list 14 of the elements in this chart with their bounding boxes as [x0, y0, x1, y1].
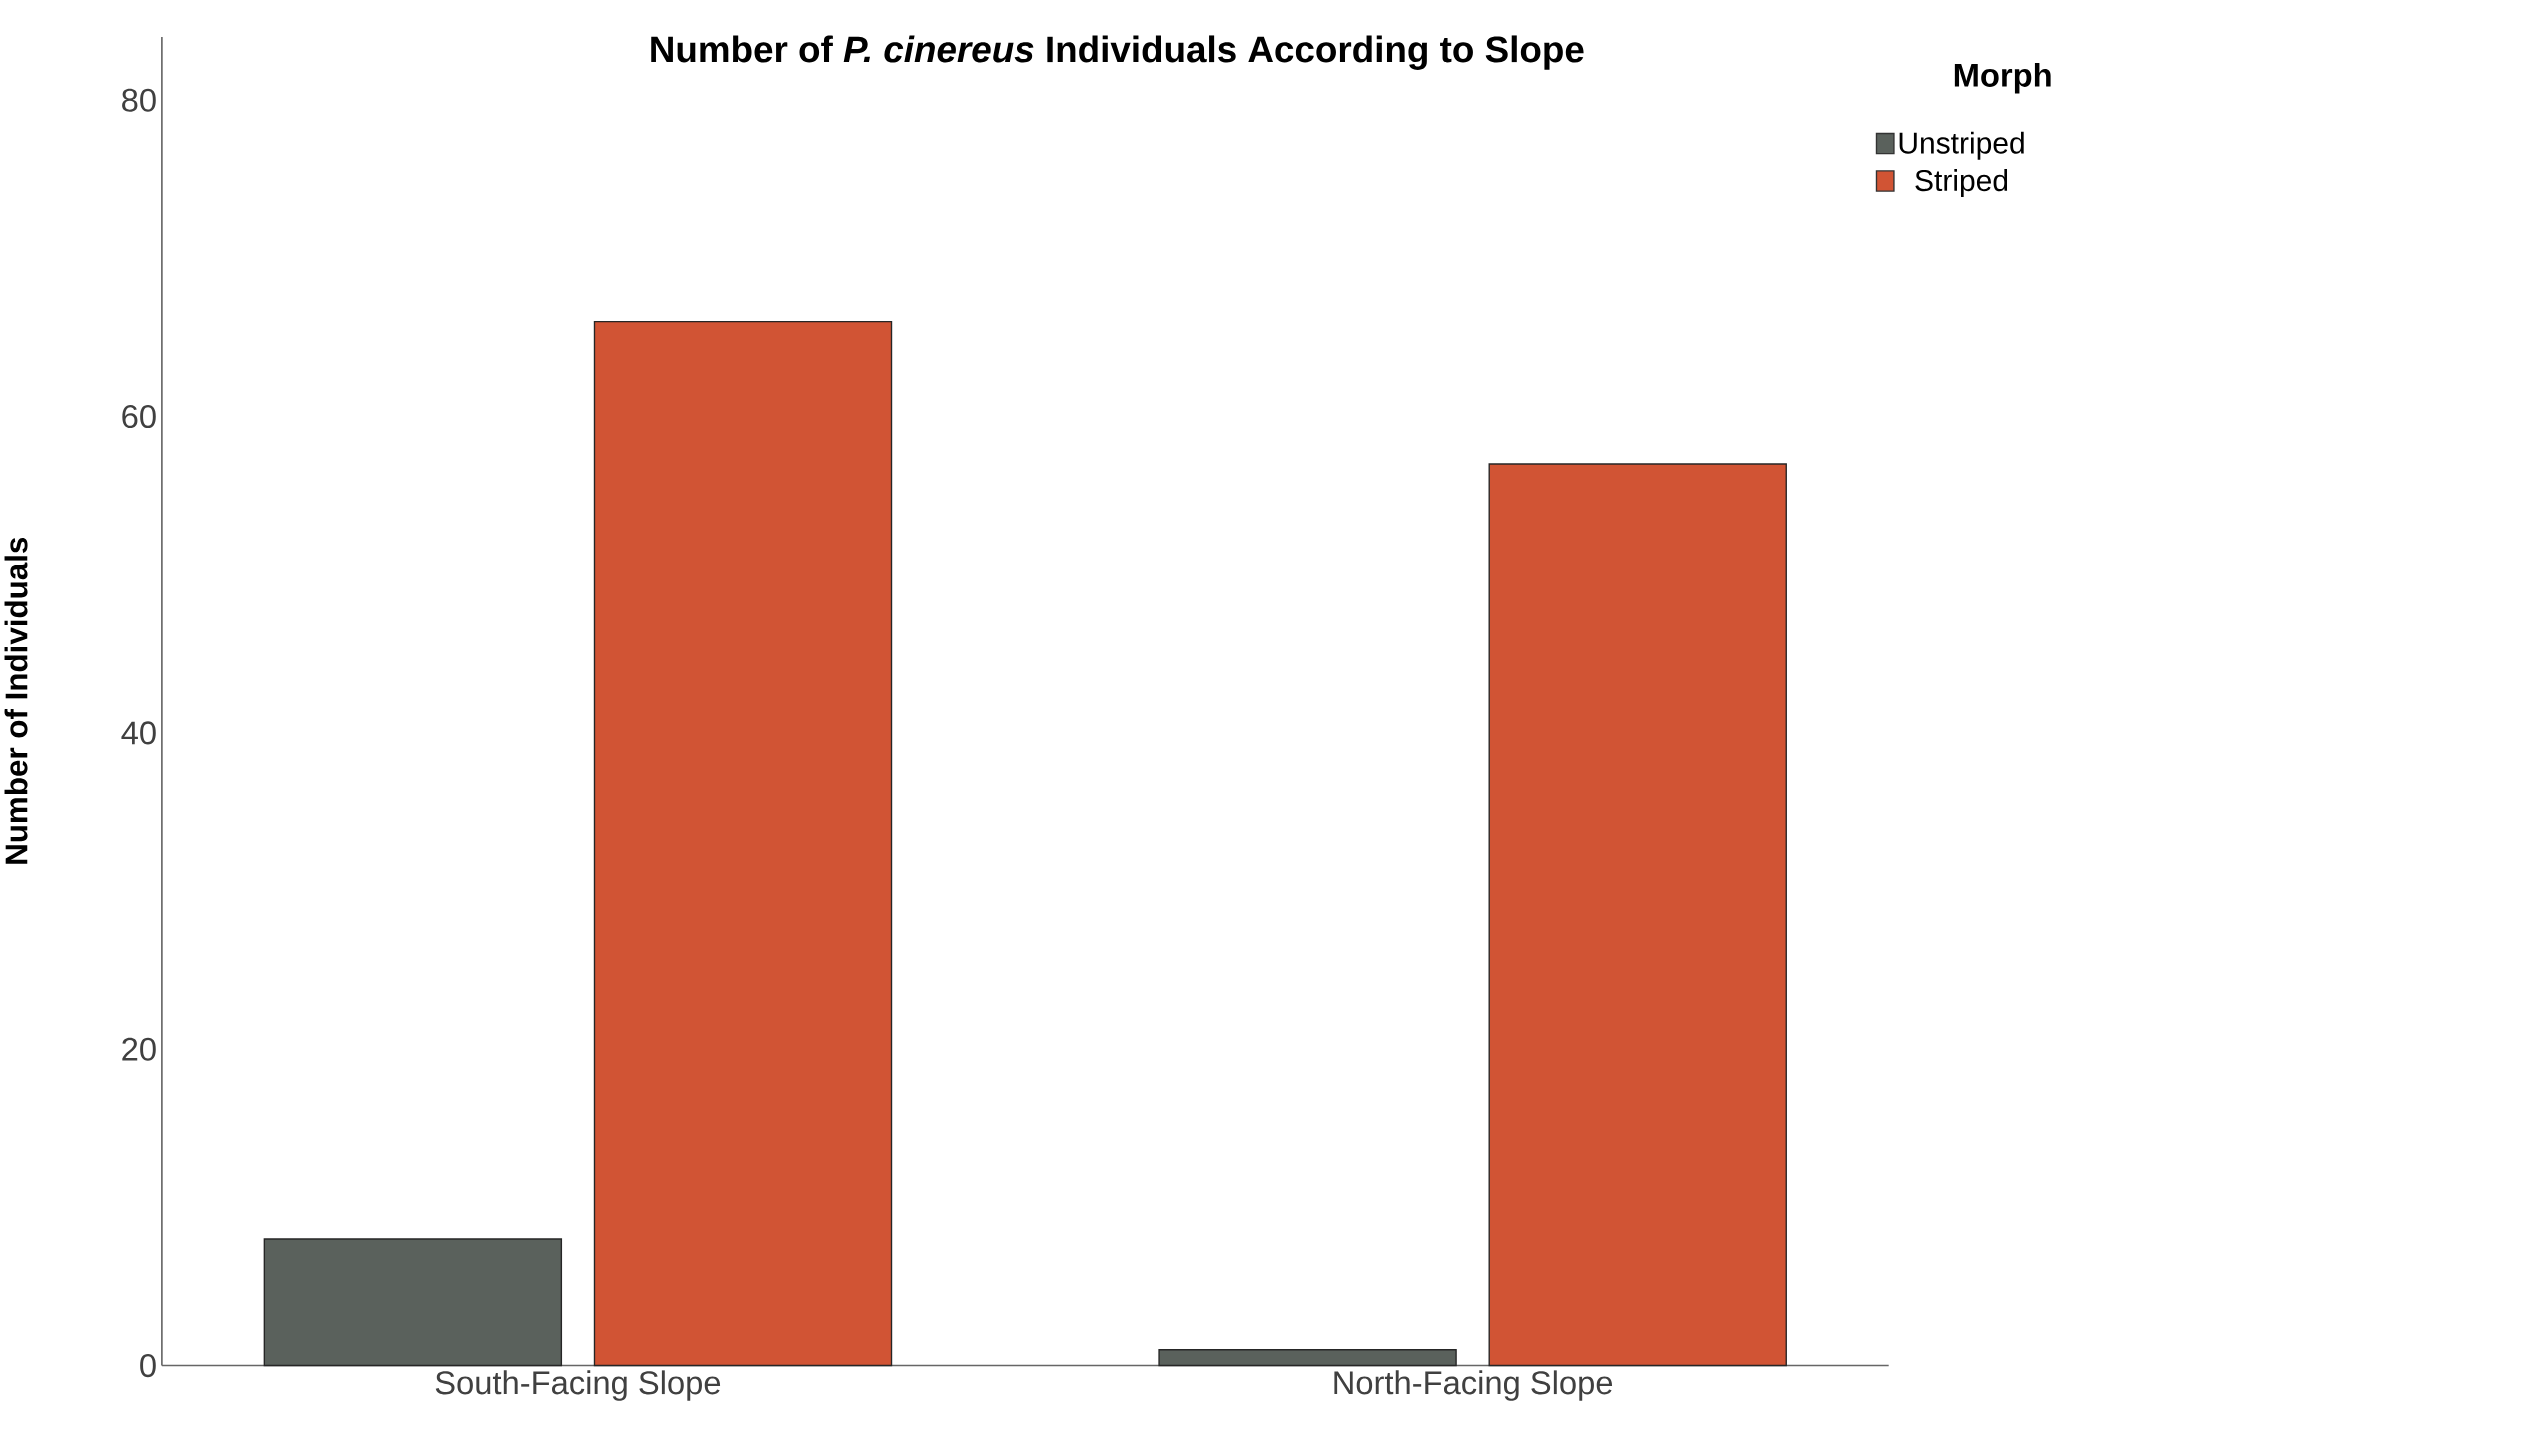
chart-title: Number of P. cinereus Individuals According to Slope	[651, 35, 1584, 70]
y-axis-title: Number of Individuals	[4, 537, 28, 864]
y-tick-label: 40	[121, 721, 156, 745]
y-tick-label: 80	[122, 88, 156, 112]
x-tick-label: North-Facing Slope	[1334, 1370, 1613, 1401]
y-tick-label: 60	[122, 404, 156, 428]
bar	[1488, 463, 1787, 1367]
y-tick-label: 0	[140, 1353, 156, 1377]
legend-label: Unstriped	[1899, 131, 2024, 160]
legend-title: Morph	[1954, 62, 2051, 94]
bar	[593, 320, 893, 1367]
legend-label: Striped	[1915, 168, 2008, 197]
x-tick-label: South-Facing Slope	[435, 1370, 721, 1401]
y-tick-label: 20	[122, 1037, 156, 1061]
